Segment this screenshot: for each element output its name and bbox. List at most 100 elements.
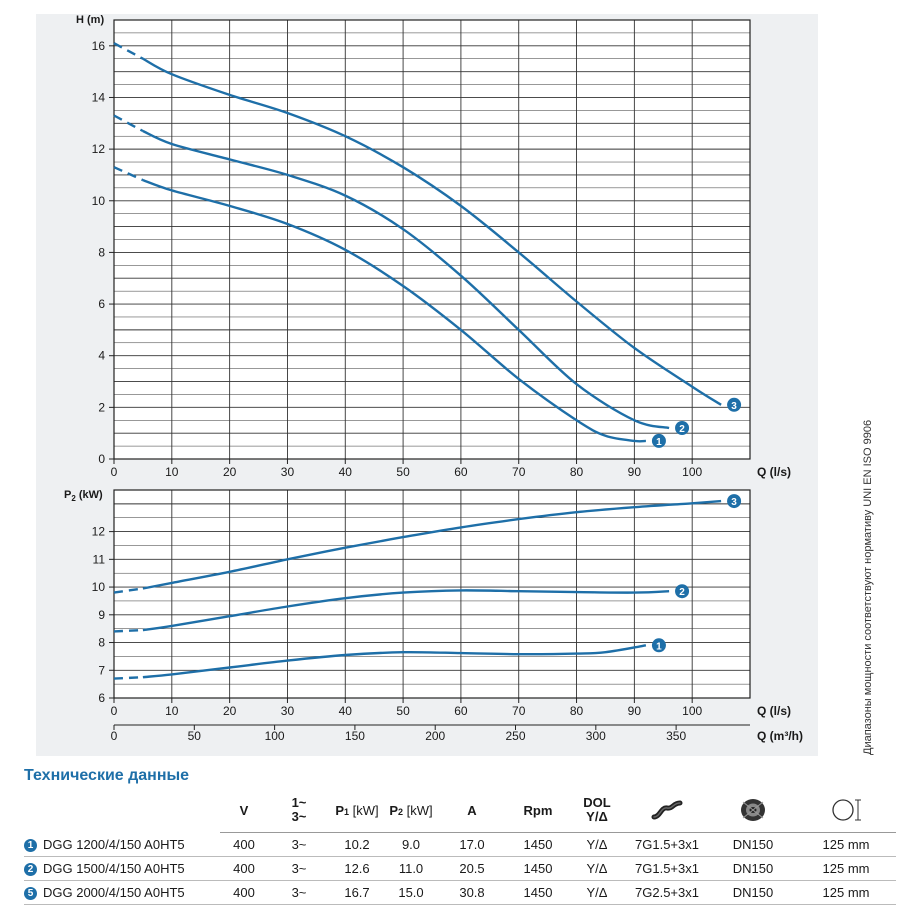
plot-frame xyxy=(113,19,751,460)
x-tick-label: 30 xyxy=(281,465,295,479)
voltage-cell: 400 xyxy=(220,880,268,905)
x-tick-label: 80 xyxy=(570,704,584,718)
x-tick-label: 90 xyxy=(628,465,642,479)
cable-icon xyxy=(651,800,683,820)
y-tick-label: 7 xyxy=(98,663,105,677)
header-start: DOL Y/Δ xyxy=(570,788,624,833)
current-cell: 20.5 xyxy=(438,856,506,881)
rpm-cell: 1450 xyxy=(506,832,570,857)
curve-number-badge: 1 xyxy=(24,838,37,852)
x2-tick-label: 100 xyxy=(265,729,285,743)
header-p2: P2 [kW] xyxy=(384,788,438,833)
p2-cell: 9.0 xyxy=(384,832,438,857)
series-3-line xyxy=(142,499,722,590)
plot-area xyxy=(114,490,750,698)
start-cell: Y/Δ xyxy=(570,856,624,881)
y-tick-label: 12 xyxy=(92,142,106,156)
model-cell: 2 DGG 1500/4/150 A0HT5 xyxy=(24,856,220,881)
x-tick-label: 10 xyxy=(165,465,179,479)
series-3-dashed-line xyxy=(113,42,144,60)
model-cell: 5 DGG 2000/4/150 A0HT5 xyxy=(24,880,220,905)
x-tick-label: 10 xyxy=(165,704,179,718)
series-3-dashed-line xyxy=(113,587,144,594)
series-2-label: 2 xyxy=(679,587,685,598)
x2-tick-label: 50 xyxy=(188,729,202,743)
x-tick-label: 80 xyxy=(570,465,584,479)
x-tick-label: 0 xyxy=(111,465,118,479)
y-tick-label: 6 xyxy=(98,691,105,705)
header-diameter xyxy=(796,788,896,833)
phase-cell: 3~ xyxy=(268,880,330,905)
current-cell: 17.0 xyxy=(438,832,506,857)
x-tick-label: 50 xyxy=(396,465,410,479)
p2-cell: 15.0 xyxy=(384,880,438,905)
series-3-label: 3 xyxy=(731,497,737,508)
series-1-marker xyxy=(651,638,666,653)
x-tick-label: 40 xyxy=(339,704,353,718)
series-3-line xyxy=(142,57,722,406)
x-tick-label: 50 xyxy=(396,704,410,718)
header-ydelta: Y/Δ xyxy=(586,809,608,824)
y-tick-label: 12 xyxy=(92,525,106,539)
series-1-marker xyxy=(651,433,666,448)
iso-note: Диапазоны мощности соответствуют нормати… xyxy=(862,410,880,760)
flange-icon xyxy=(741,799,765,821)
flange-cell: DN150 xyxy=(710,856,796,881)
header-p1: P1 [kW] xyxy=(330,788,384,833)
series-2-line xyxy=(142,129,670,430)
diameter-icon xyxy=(832,799,861,821)
x2-tick-label: 150 xyxy=(345,729,365,743)
diameter-cell: 125 mm xyxy=(796,880,896,905)
header-phase: 1~ 3~ xyxy=(268,788,330,833)
diameter-cell: 125 mm xyxy=(796,856,896,881)
y-tick-label: 0 xyxy=(98,452,105,466)
header-current: A xyxy=(438,788,506,833)
x2-tick-label: 200 xyxy=(425,729,445,743)
header-voltage: V xyxy=(220,788,268,833)
table-row: 5 DGG 2000/4/150 A0HT5 400 3~ 16.7 15.0 3… xyxy=(24,880,896,905)
x2-axis-label: Q (m³/h) xyxy=(757,729,803,743)
series-3-label: 3 xyxy=(731,401,737,412)
series-1-dashed-line xyxy=(113,166,144,182)
cable-cell: 7G1.5+3x1 xyxy=(624,856,710,881)
x2-tick-label: 300 xyxy=(586,729,606,743)
series-3-marker xyxy=(727,494,742,509)
header-phase-1: 1~ xyxy=(291,795,307,810)
rpm-cell: 1450 xyxy=(506,856,570,881)
tech-data-title: Технические данные xyxy=(24,767,190,784)
series-1-line xyxy=(142,644,647,679)
x-tick-label: 100 xyxy=(682,704,702,718)
table-row: 2 DGG 1500/4/150 A0HT5 400 3~ 12.6 11.0 2… xyxy=(24,856,896,881)
series-2-label: 2 xyxy=(679,424,685,435)
y-axis-label-unit: (kW) xyxy=(76,489,103,501)
series-1-label: 1 xyxy=(656,641,662,652)
x-tick-label: 30 xyxy=(281,704,295,718)
y-tick-label: 14 xyxy=(92,90,106,104)
current-cell: 30.8 xyxy=(438,880,506,905)
phase-cell: 3~ xyxy=(268,856,330,881)
series-1-label: 1 xyxy=(656,437,662,448)
header-rpm: Rpm xyxy=(506,788,570,833)
phase-cell: 3~ xyxy=(268,832,330,857)
x2-tick-label: 250 xyxy=(505,729,525,743)
voltage-cell: 400 xyxy=(220,832,268,857)
start-cell: Y/Δ xyxy=(570,880,624,905)
x-tick-label: 70 xyxy=(512,465,526,479)
x-tick-label: 40 xyxy=(339,465,353,479)
y-axis-label-main: P xyxy=(64,489,71,501)
p1-cell: 12.6 xyxy=(330,856,384,881)
rpm-cell: 1450 xyxy=(506,880,570,905)
series-2-dashed-line xyxy=(113,628,143,633)
flange-cell: DN150 xyxy=(710,832,796,857)
curve-number-badge: 2 xyxy=(24,863,37,877)
header-dol: DOL xyxy=(583,795,611,810)
series-2-line xyxy=(142,589,670,632)
cable-cell: 7G1.5+3x1 xyxy=(624,832,710,857)
y-tick-label: 8 xyxy=(98,636,105,650)
header-model xyxy=(24,788,220,833)
y-tick-label: 4 xyxy=(98,349,105,363)
y-tick-label: 8 xyxy=(98,245,105,259)
flange-cell: DN150 xyxy=(710,880,796,905)
